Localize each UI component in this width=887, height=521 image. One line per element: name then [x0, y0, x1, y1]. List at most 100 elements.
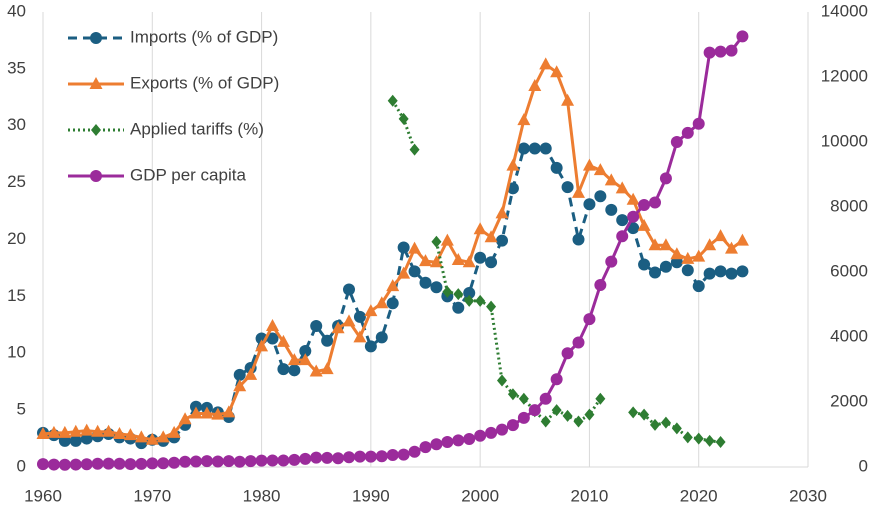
point — [725, 44, 738, 57]
point — [637, 218, 651, 231]
point — [91, 124, 101, 136]
point — [244, 455, 257, 468]
point — [80, 458, 93, 471]
point — [244, 367, 258, 380]
point — [715, 435, 726, 448]
point — [572, 185, 585, 198]
point — [485, 256, 498, 269]
point — [299, 452, 312, 465]
y2-tick-label: 14000 — [821, 1, 868, 20]
point — [495, 206, 509, 219]
point — [47, 425, 61, 438]
point — [594, 190, 607, 203]
point — [703, 46, 716, 59]
point — [583, 313, 596, 326]
point — [517, 113, 531, 126]
point — [190, 455, 202, 468]
point — [298, 353, 312, 366]
point — [397, 448, 410, 461]
point — [561, 181, 574, 194]
y-tick-label: 10 — [7, 343, 26, 362]
point — [692, 280, 705, 293]
point — [497, 374, 507, 387]
y2-tick-label: 2000 — [830, 391, 868, 410]
point — [539, 57, 553, 70]
point — [682, 431, 693, 444]
point — [736, 30, 749, 43]
point — [484, 230, 498, 243]
point — [670, 136, 683, 148]
point — [419, 276, 432, 289]
x-tick-label: 2020 — [680, 486, 718, 505]
point — [409, 143, 420, 156]
x-tick-label: 1980 — [243, 486, 281, 505]
point — [442, 285, 453, 298]
point — [58, 458, 71, 471]
point — [287, 353, 301, 366]
point — [113, 427, 126, 440]
point — [431, 235, 442, 248]
point — [288, 453, 301, 466]
point — [200, 455, 213, 468]
point — [650, 418, 660, 431]
point — [430, 281, 443, 294]
point — [375, 331, 388, 344]
point — [398, 112, 409, 125]
point — [91, 424, 105, 437]
point — [486, 300, 497, 313]
point — [572, 336, 585, 349]
point — [628, 406, 639, 419]
point — [627, 210, 640, 223]
point — [419, 254, 432, 267]
point — [517, 411, 530, 424]
point — [593, 163, 607, 176]
point — [681, 264, 694, 277]
point — [167, 425, 181, 438]
point — [605, 203, 618, 216]
point — [386, 448, 399, 461]
point — [573, 415, 584, 428]
point — [561, 347, 574, 360]
y-tick-label: 20 — [7, 229, 26, 248]
x-tick-label: 2000 — [461, 486, 499, 505]
point — [528, 404, 541, 417]
point — [90, 170, 102, 182]
point — [123, 428, 137, 441]
y-tick-label: 25 — [7, 172, 26, 191]
point — [430, 438, 443, 451]
point — [506, 158, 520, 171]
point — [255, 454, 268, 467]
point — [375, 450, 388, 463]
point — [200, 406, 214, 419]
point — [320, 362, 334, 375]
point — [233, 455, 246, 468]
point — [342, 314, 356, 327]
point — [69, 434, 82, 447]
point — [485, 426, 498, 439]
point — [222, 455, 235, 468]
point — [387, 94, 398, 107]
y-tick-label: 0 — [17, 456, 26, 475]
point — [539, 392, 552, 405]
point — [473, 222, 487, 235]
point — [649, 196, 661, 209]
point — [463, 286, 476, 299]
point — [178, 412, 192, 425]
point — [343, 451, 355, 464]
point — [299, 344, 312, 357]
point — [615, 181, 629, 194]
point — [255, 339, 269, 352]
point — [649, 266, 661, 279]
series-line — [42, 147, 743, 445]
point — [168, 456, 181, 469]
point — [638, 258, 651, 271]
point — [714, 45, 727, 58]
point — [704, 434, 715, 447]
point — [441, 435, 454, 448]
point — [310, 451, 323, 464]
point — [145, 432, 159, 445]
point — [550, 161, 563, 174]
point — [408, 265, 421, 278]
legend-label: Applied tariffs (%) — [130, 119, 264, 138]
